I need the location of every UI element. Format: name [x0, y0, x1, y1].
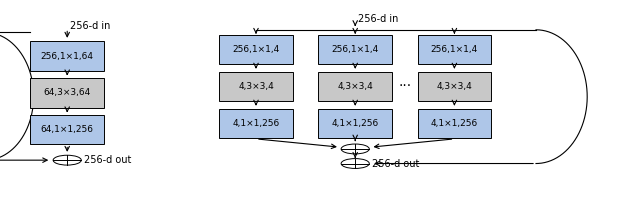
- Text: 256,1×1,4: 256,1×1,4: [232, 45, 280, 54]
- Text: 4,1×1,256: 4,1×1,256: [431, 119, 478, 128]
- FancyBboxPatch shape: [417, 35, 492, 64]
- FancyBboxPatch shape: [219, 109, 293, 138]
- Text: 64,1×1,256: 64,1×1,256: [41, 125, 93, 134]
- Text: 256,1×1,4: 256,1×1,4: [431, 45, 478, 54]
- FancyBboxPatch shape: [30, 41, 104, 71]
- Text: 64,3×3,64: 64,3×3,64: [44, 88, 91, 97]
- FancyBboxPatch shape: [417, 72, 492, 101]
- FancyBboxPatch shape: [219, 35, 293, 64]
- FancyBboxPatch shape: [319, 109, 392, 138]
- Text: 256-d out: 256-d out: [84, 155, 132, 165]
- Text: ···: ···: [398, 79, 412, 93]
- Text: 4,1×1,256: 4,1×1,256: [232, 119, 280, 128]
- Text: 256,1×1,4: 256,1×1,4: [332, 45, 379, 54]
- Text: 256-d out: 256-d out: [372, 159, 420, 168]
- FancyBboxPatch shape: [417, 109, 492, 138]
- Text: 256,1×1,64: 256,1×1,64: [41, 52, 93, 60]
- Text: 4,3×3,4: 4,3×3,4: [238, 82, 274, 91]
- FancyBboxPatch shape: [219, 72, 293, 101]
- Text: 4,1×1,256: 4,1×1,256: [332, 119, 379, 128]
- FancyBboxPatch shape: [30, 115, 104, 144]
- FancyBboxPatch shape: [319, 72, 392, 101]
- FancyBboxPatch shape: [30, 78, 104, 108]
- Text: 256-d in: 256-d in: [358, 14, 398, 24]
- Text: 256-d in: 256-d in: [70, 21, 110, 31]
- FancyBboxPatch shape: [319, 35, 392, 64]
- Text: 4,3×3,4: 4,3×3,4: [337, 82, 373, 91]
- Text: 4,3×3,4: 4,3×3,4: [436, 82, 472, 91]
